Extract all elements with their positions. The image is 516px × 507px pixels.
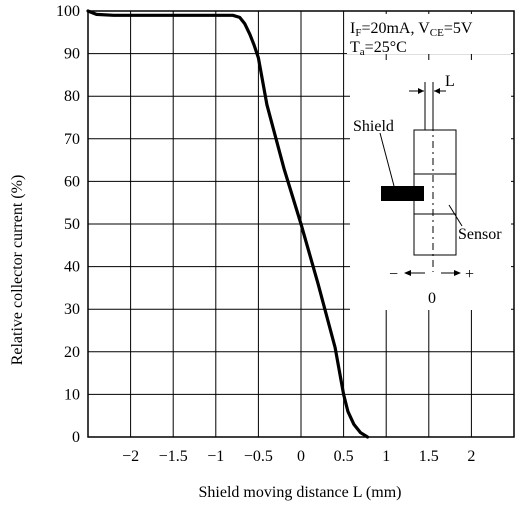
y-tick-label: 0 <box>72 429 80 446</box>
series-line <box>86 9 370 439</box>
x-tick-labels: −2 −1.5 −1 −0.5 0 0.5 1 1.5 2 <box>122 448 475 465</box>
inset-label-sensor: Sensor <box>458 226 502 243</box>
x-tick-label: 0.5 <box>334 448 354 465</box>
y-tick-label: 70 <box>64 131 80 148</box>
inset-label-shield: Shield <box>353 118 394 135</box>
x-tick-label: 1 <box>382 448 390 465</box>
x-tick-label: −2 <box>122 448 139 465</box>
conditions-line-2: Ta=25°C <box>350 39 407 58</box>
sensor-diagram: L Shield Sensor − + 0 <box>353 73 502 307</box>
x-tick-label: −1.5 <box>159 448 188 465</box>
plot-frame <box>87 10 515 438</box>
x-axis-label: Shield moving distance L (mm) <box>199 484 402 501</box>
x-tick-label: 1.5 <box>419 448 439 465</box>
annotation-backdrop <box>347 14 511 54</box>
x-tick-label: 2 <box>467 448 475 465</box>
y-tick-label: 80 <box>64 88 80 105</box>
y-tick-labels: 0 10 20 30 40 50 60 70 80 90 100 <box>56 3 80 446</box>
y-axis-label: Relative collector current (%) <box>9 175 26 366</box>
conditions-line-1: IF=20mA, VCE=5V <box>350 20 473 39</box>
y-tick-label: 60 <box>64 173 80 190</box>
shield-block <box>381 186 424 201</box>
x-tick-label: −1 <box>207 448 224 465</box>
inset-label-minus: − <box>389 266 398 283</box>
y-tick-label: 90 <box>64 46 80 63</box>
inset-label-zero: 0 <box>428 290 436 307</box>
x-tick-label: 0 <box>297 448 305 465</box>
y-tick-label: 40 <box>64 259 80 276</box>
y-tick-label: 30 <box>64 301 80 318</box>
inset-label-plus: + <box>465 266 474 283</box>
x-tick-label: −0.5 <box>244 448 273 465</box>
inset-label-L: L <box>445 73 455 90</box>
y-tick-label: 10 <box>64 386 80 403</box>
y-tick-label: 50 <box>64 216 80 233</box>
y-tick-label: 100 <box>56 3 80 20</box>
y-tick-label: 20 <box>64 344 80 361</box>
